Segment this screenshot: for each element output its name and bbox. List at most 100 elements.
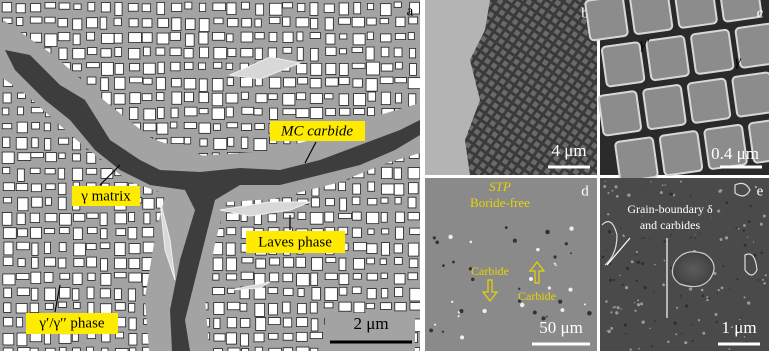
precipitate <box>408 78 421 89</box>
precipitate <box>381 198 388 203</box>
precipitate <box>213 258 222 270</box>
precipitate <box>130 93 141 104</box>
precipitate <box>325 18 333 30</box>
precipitate <box>199 92 208 102</box>
precipitate <box>352 63 365 68</box>
panel-letter: e <box>757 183 764 199</box>
precipitate <box>367 32 373 39</box>
particle <box>625 286 628 289</box>
cube <box>646 36 689 81</box>
precipitate <box>58 19 67 27</box>
precipitate <box>268 94 277 100</box>
precipitate <box>367 289 376 299</box>
precipitate <box>268 288 278 294</box>
precipitate <box>227 34 233 42</box>
precipitate <box>45 288 56 300</box>
precipitate <box>367 258 375 264</box>
precipitate <box>88 2 95 11</box>
precipitate <box>2 124 11 129</box>
precipitate <box>58 302 66 307</box>
precipitate <box>339 258 346 270</box>
cube <box>598 91 641 136</box>
precipitate <box>270 258 280 265</box>
precipitate <box>380 18 388 23</box>
precipitate <box>310 94 322 104</box>
precipitate <box>114 18 121 25</box>
precipitate <box>17 242 30 250</box>
precipitate <box>380 77 393 83</box>
particle <box>621 284 623 286</box>
precipitate <box>73 19 82 30</box>
precipitate <box>45 198 51 206</box>
scale-label: 2 μm <box>353 314 388 333</box>
precipitate <box>268 48 276 58</box>
precipitate <box>74 4 81 9</box>
precipitate <box>339 302 351 311</box>
particle <box>505 226 508 229</box>
precipitate <box>396 212 405 222</box>
particle <box>692 324 693 325</box>
precipitate <box>45 139 51 151</box>
precipitate <box>212 93 223 106</box>
particle <box>607 213 609 215</box>
precipitate <box>3 167 10 173</box>
particle <box>650 181 651 182</box>
precipitate <box>58 183 66 194</box>
precipitate <box>325 273 337 279</box>
particle <box>553 255 556 258</box>
particle <box>702 332 705 335</box>
precipitate <box>339 213 352 218</box>
precipitate <box>186 19 195 30</box>
particle <box>611 190 613 192</box>
precipitate <box>74 303 81 309</box>
precipitate <box>269 32 277 41</box>
precipitate <box>212 108 224 119</box>
precipitate <box>310 3 318 16</box>
precipitate <box>32 243 38 255</box>
precipitate <box>157 2 165 14</box>
precipitate <box>395 258 403 265</box>
precipitate <box>142 228 153 237</box>
particle <box>680 295 682 297</box>
precipitate <box>129 244 140 254</box>
precipitate <box>395 288 403 297</box>
particle <box>720 189 723 192</box>
precipitate <box>269 3 281 15</box>
particle <box>738 228 740 230</box>
precipitate <box>310 302 317 313</box>
precipitate <box>3 197 11 202</box>
precipitate <box>284 78 296 87</box>
precipitate <box>227 78 233 86</box>
precipitate <box>3 183 14 191</box>
precipitate <box>339 94 348 106</box>
precipitate <box>324 302 333 308</box>
precipitate <box>212 79 223 91</box>
precipitate <box>2 152 14 163</box>
precipitate <box>269 333 278 339</box>
particle <box>662 184 664 186</box>
precipitate <box>326 198 335 205</box>
precipitate <box>87 32 95 40</box>
precipitate <box>312 287 321 300</box>
particle <box>608 330 611 333</box>
precipitate <box>142 94 152 101</box>
particle <box>612 307 613 308</box>
particle <box>692 340 694 342</box>
precipitate <box>58 32 70 40</box>
particle <box>605 181 606 182</box>
particle <box>615 311 618 314</box>
particle <box>442 331 444 333</box>
cube <box>691 29 734 74</box>
precipitate <box>58 197 66 210</box>
precipitate <box>184 78 196 89</box>
precipitate <box>283 318 291 327</box>
precipitate <box>86 168 96 174</box>
precipitate <box>86 244 96 250</box>
precipitate <box>31 153 44 158</box>
particle <box>636 261 637 262</box>
particle <box>760 223 763 226</box>
precipitate <box>368 92 376 101</box>
precipitate <box>297 47 303 60</box>
precipitate <box>16 273 29 279</box>
precipitate <box>100 17 107 29</box>
